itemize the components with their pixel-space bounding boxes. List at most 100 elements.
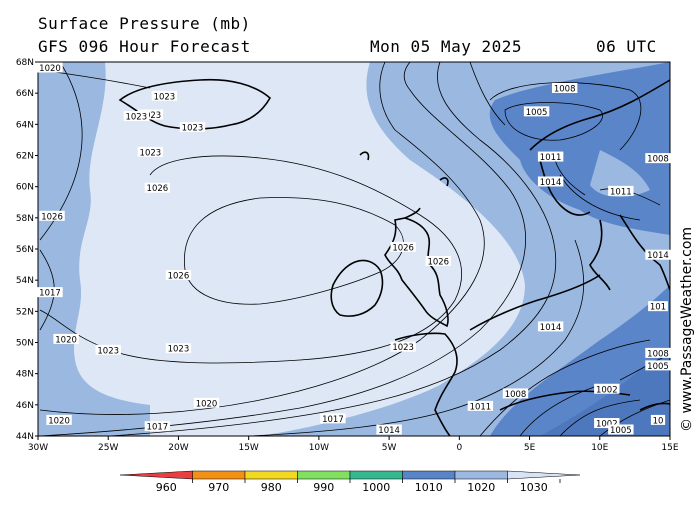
colorbar-label: 970 [208,481,229,494]
isobar-label-bg [165,269,192,280]
isobar-label: 1023 [97,346,119,356]
lat-tick-label: 54N [16,276,34,286]
lat-tick-label: 50N [16,339,34,349]
isobar-label-bg [645,249,671,260]
lat-tick-label: 60N [16,183,34,193]
isobar-label-bg [193,397,220,408]
isobar-label-bg [594,383,620,394]
isobar-label-bg [645,347,671,358]
lat-tick-label: 58N [16,214,34,224]
isobar-label-bg [523,106,550,117]
lon-tick-label: 20W [168,443,188,453]
colorbar-segment [349,470,403,480]
isobar-label: 1026 [168,271,190,281]
isobar-label-bg [165,343,192,354]
isobar-label-bg [390,341,416,352]
isobar-label: 1008 [505,390,527,400]
lon-tick-label: 30W [28,443,48,453]
isobar-label: 1020 [55,335,77,345]
isobar-label-bg [151,90,178,101]
isobar-label: 1014 [540,323,562,333]
isobar-label-bg [502,388,529,399]
isobar-label-bg [390,241,416,252]
isobar-label: 1014 [378,426,400,436]
isobar-label-bg [53,333,79,344]
isobar-label-bg [551,82,578,93]
colorbar-segment [192,470,246,480]
denmark-coast [589,219,611,291]
isobar-label: 1017 [322,415,344,425]
colorbar-segment [297,470,351,480]
isobar-label: 1005 [647,362,669,372]
colorbar-label: 1030 [520,481,548,494]
isobar-label-bg [144,182,171,193]
colorbar-label: 1000 [362,481,390,494]
lon-tick-label: 15E [661,443,678,453]
isobar-label: 10 [653,416,664,426]
pressure-colorbar: 960 970 980 990 1000 1010 1020 1030 [119,470,581,494]
colorbar-segment [454,470,508,480]
isobar-label: 1023 [168,345,190,355]
isobar-label: 1026 [147,184,169,194]
isobar-label-bg [537,321,564,332]
isobar-label: 1020 [39,64,61,74]
isobars [39,62,670,436]
isobar-label: 1020 [196,399,218,409]
isobar-label: 1005 [526,108,548,118]
isobar-label-bg [537,176,564,187]
lon-tick-label: 0 [456,443,462,453]
isobar-label: 1008 [554,84,576,94]
isobar-label: 1017 [39,289,61,299]
isobar-label-bg [608,185,634,196]
colorbar-label: 1020 [467,481,495,494]
isobar-label-bg [467,400,494,411]
lon-tick-label: 5E [524,443,536,453]
forecast-time: 06 UTC [596,37,657,56]
isobar-label: 1023 [140,111,162,121]
isobar-label: 1002 [596,420,618,430]
map-title: Surface Pressure (mb) [38,14,251,33]
norway-coast [529,79,670,216]
island-coasts [359,151,449,187]
lat-tick-label: 56N [16,245,34,255]
isobar-label: 1023 [140,148,162,158]
isobar-label: 1026 [392,243,414,253]
isobar-label: 1023 [182,123,204,133]
isobar-label: 1014 [647,251,669,261]
isobar-label-bg [594,418,620,429]
great-britain-coast [384,207,449,328]
isobar-label-bg [95,344,121,355]
isobar-label: 1023 [392,343,414,353]
isobar-label-bg [376,424,402,435]
colorbar-label: 990 [313,481,334,494]
isobar-label: 1008 [647,155,669,165]
isobar-label-bg [137,146,164,157]
lon-tick-label: 25W [98,443,118,453]
isobar-label-bg [608,424,634,435]
lat-tick-label: 52N [16,307,34,317]
iceland-coast [118,78,272,130]
isobar-label: 1002 [596,385,618,395]
isobar-label-bg [425,255,451,266]
isobar-label-bg [179,121,206,132]
lat-tick-label: 48N [16,370,34,380]
isobar-label-bg [650,414,666,425]
north-sea-coast [469,274,601,331]
isobar-label: 1008 [647,349,669,359]
isobar-label: 101 [650,303,666,313]
lat-tick-label: 64N [16,120,34,130]
isobar-labels: 1020 1023 1023 1023 1023 1023 1026 1026 1017 1020… [37,62,671,436]
isobar-label: 1017 [147,423,169,433]
lat-tick-label: 68N [16,58,34,68]
isobar-label-bg [645,360,671,371]
isobar-label-bg [46,414,72,425]
isobar-label: 1011 [540,153,562,163]
colorbar-segment [119,470,193,480]
colorbar-label: 1010 [415,481,443,494]
isobar-label: 1011 [610,187,632,197]
isobar-label: 1020 [48,416,70,426]
watermark: © www.PassageWeather.com [679,227,695,432]
colorbar-segment [507,470,581,480]
france-coast [394,332,458,436]
